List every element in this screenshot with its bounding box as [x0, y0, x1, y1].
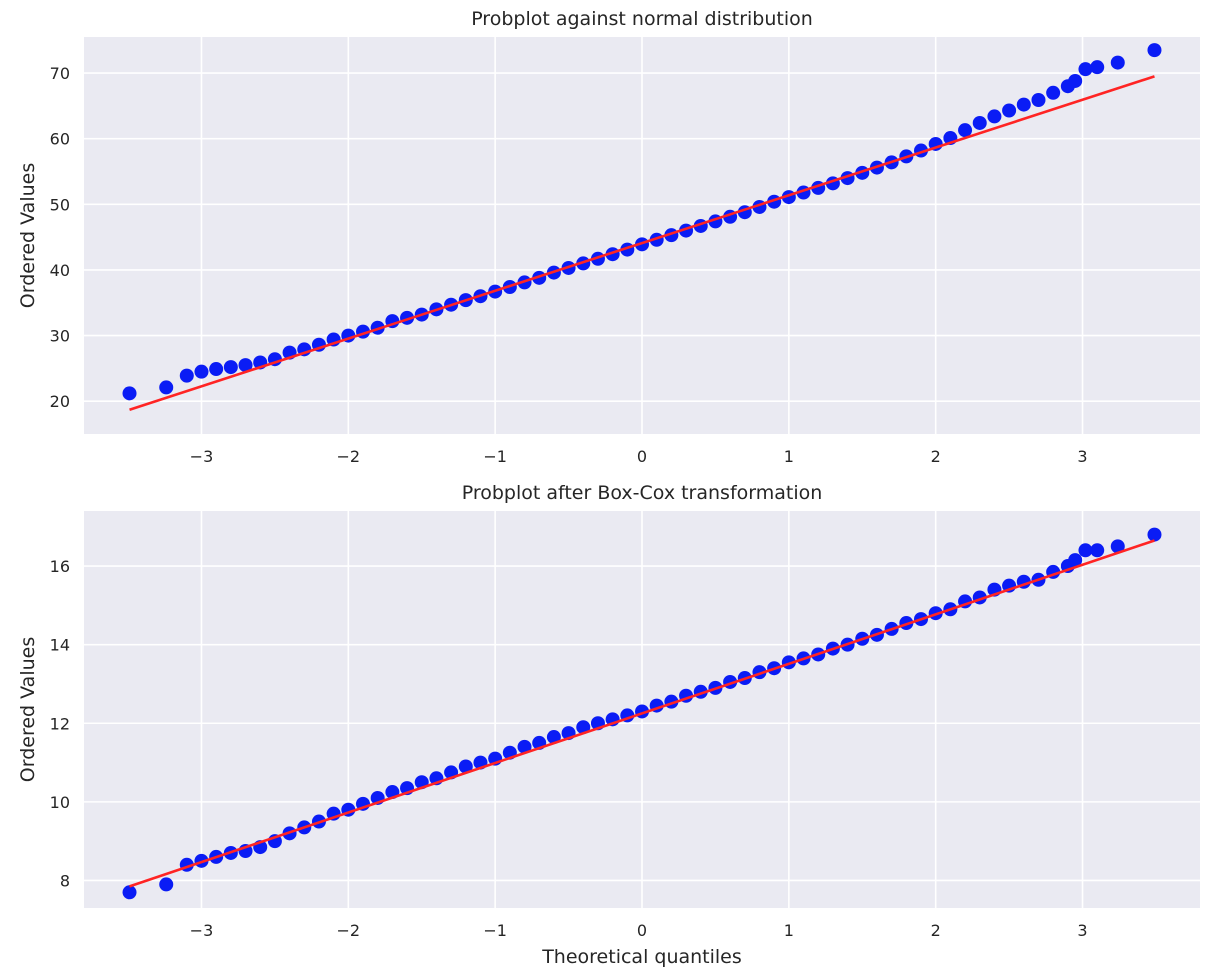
data-point	[223, 360, 238, 375]
data-point	[122, 885, 137, 900]
y-tick-label: 70	[50, 64, 70, 83]
data-point	[1147, 43, 1162, 58]
data-point	[1090, 60, 1105, 75]
data-point	[122, 386, 137, 401]
data-point	[1016, 97, 1031, 112]
x-tick-label: −2	[337, 447, 361, 466]
y-tick-label: 40	[50, 261, 70, 280]
data-point	[546, 730, 561, 745]
y-tick-label: 16	[50, 557, 70, 576]
fit-line	[129, 539, 1155, 888]
x-tick-label: −3	[190, 447, 214, 466]
data-point	[987, 109, 1002, 124]
data-point	[972, 115, 987, 130]
probplot-normal-panel: −3 −2 −1 0 1 2 3 20 30 40 50 60 70 Probplot against n…	[17, 8, 1200, 466]
data-point	[159, 877, 174, 892]
data-point	[1031, 92, 1046, 107]
data-point	[179, 368, 194, 383]
data-point	[517, 739, 532, 754]
x-tick-label: 1	[784, 447, 794, 466]
data-point	[1068, 73, 1083, 88]
data-point	[1147, 527, 1162, 542]
x-tick-label: 2	[931, 921, 941, 940]
x-tick-label: 0	[637, 447, 647, 466]
y-tick-label: 60	[50, 130, 70, 149]
x-tick-label: 2	[931, 447, 941, 466]
x-tick-label: 0	[637, 921, 647, 940]
x-tick-label: −1	[483, 921, 507, 940]
data-point	[576, 720, 591, 735]
data-point	[209, 362, 224, 377]
data-point	[958, 123, 973, 138]
y-axis-label: Ordered Values	[17, 163, 39, 308]
data-point	[238, 358, 253, 373]
data-point	[1068, 553, 1083, 568]
data-point	[194, 364, 209, 379]
x-tick-label: 3	[1077, 447, 1087, 466]
fit-line	[129, 75, 1155, 411]
y-tick-label: 12	[50, 714, 70, 733]
y-tick-label: 8	[60, 871, 70, 890]
y-tick-label: 20	[50, 392, 70, 411]
data-point	[1078, 543, 1093, 558]
data-point	[1046, 85, 1061, 100]
x-axis-label: Theoretical quantiles	[541, 946, 742, 968]
y-tick-label: 14	[50, 636, 70, 655]
y-axis-label: Ordered Values	[17, 637, 39, 782]
data-point	[1110, 55, 1125, 70]
data-point	[1110, 539, 1125, 554]
data-point	[159, 380, 174, 395]
x-tick-label: 3	[1077, 921, 1087, 940]
data-point	[1090, 543, 1105, 558]
chart-title: Probplot against normal distribution	[471, 8, 813, 30]
x-tick-label: 1	[784, 921, 794, 940]
x-tick-label: −2	[337, 921, 361, 940]
x-tick-label: −3	[190, 921, 214, 940]
data-point	[1078, 62, 1093, 77]
y-tick-label: 30	[50, 327, 70, 346]
y-tick-label: 50	[50, 195, 70, 214]
chart-title: Probplot after Box-Cox transformation	[462, 482, 823, 504]
y-tick-label: 10	[50, 793, 70, 812]
data-point	[1002, 103, 1017, 118]
data-point	[458, 759, 473, 774]
x-tick-label: −1	[483, 447, 507, 466]
